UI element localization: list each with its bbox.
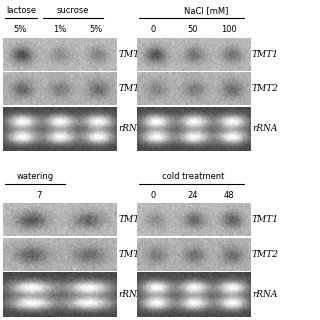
Text: 24: 24 <box>188 191 198 200</box>
Text: TMT1: TMT1 <box>118 50 146 59</box>
Text: TMT1: TMT1 <box>252 215 279 224</box>
Text: sucrose: sucrose <box>57 6 90 15</box>
Text: 1%: 1% <box>53 25 66 34</box>
Text: rRNA: rRNA <box>252 124 277 133</box>
Text: 5%: 5% <box>89 25 102 34</box>
Text: 100: 100 <box>221 25 237 34</box>
Text: TMT2: TMT2 <box>252 250 279 259</box>
Text: TMT2: TMT2 <box>118 84 146 93</box>
Text: 5%: 5% <box>13 25 27 34</box>
Text: NaCl [mM]: NaCl [mM] <box>184 6 229 15</box>
Text: TMT2: TMT2 <box>118 250 146 259</box>
Text: TMT2: TMT2 <box>252 84 279 93</box>
Text: 48: 48 <box>224 191 235 200</box>
Text: rRNA: rRNA <box>118 290 144 299</box>
Text: 50: 50 <box>188 25 198 34</box>
Text: TMT1: TMT1 <box>118 215 146 224</box>
Text: cold treatment: cold treatment <box>162 172 224 181</box>
Text: TMT1: TMT1 <box>252 50 279 59</box>
Text: rRNA: rRNA <box>252 290 277 299</box>
Text: 0: 0 <box>151 191 156 200</box>
Text: 7: 7 <box>37 191 42 200</box>
Text: 0: 0 <box>151 25 156 34</box>
Text: rRNA: rRNA <box>118 124 144 133</box>
Text: lactose: lactose <box>6 6 36 15</box>
Text: watering: watering <box>16 172 53 181</box>
